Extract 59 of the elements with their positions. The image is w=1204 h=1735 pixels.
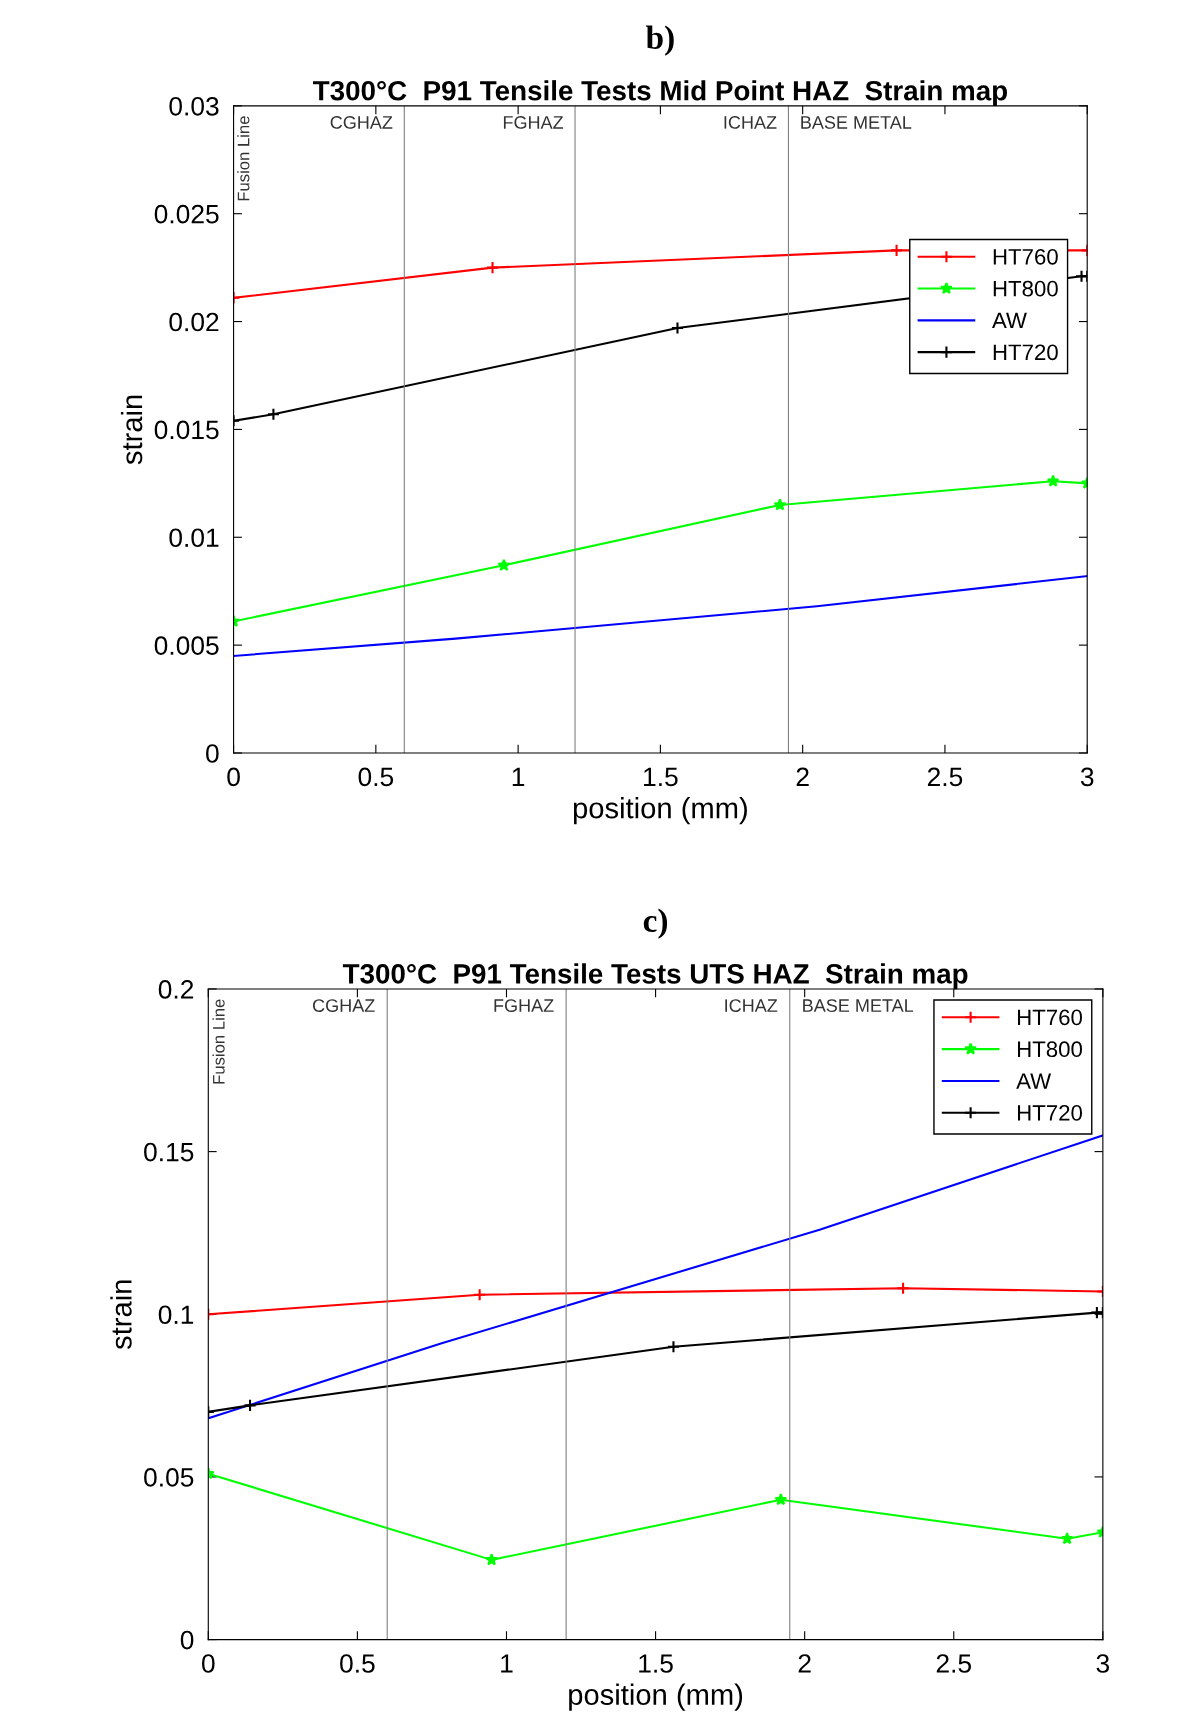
chart-subtitle: T300°C P91 Tensile Tests Mid Point HAZ Strain map [313,80,1007,107]
annotation: CGHAZ [313,999,375,1012]
x-tick-label: 2 [796,767,809,786]
y-axis-title: strain [110,1280,132,1350]
annotation: BASE METAL [803,999,914,1012]
x-tick-label: 3 [1096,1654,1110,1673]
legend-label: HT760 [1017,1009,1082,1026]
chart-title: b) [646,25,674,56]
chart-title: c) [643,908,668,939]
x-tick-label: 3 [1080,767,1094,787]
point [773,498,787,511]
legend-label: HT760 [993,248,1058,265]
y-tick-label: 0 [180,1630,194,1650]
point [485,1553,498,1566]
legend-label: AW [1016,1073,1052,1089]
annotation: Fusion Line [237,116,250,201]
y-tick-label: 0.03 [169,96,219,116]
x-tick-label: 2.5 [927,767,963,787]
x-tick-label: 0.5 [340,1654,375,1673]
y-tick-label: 0.015 [154,420,219,440]
point [497,558,511,571]
x-tick-label: 0 [227,767,240,787]
y-tick-label: 0.2 [158,980,194,999]
legend-label: AW [992,312,1027,329]
annotation: BASE METAL [801,116,912,129]
x-tick-label: 2.5 [936,1654,972,1673]
annotation: Fusion Line [212,999,225,1084]
point [774,1493,788,1506]
line-series [208,1134,1103,1420]
x-tick-label: 0.5 [358,767,394,787]
y-tick-label: 0.01 [169,528,219,548]
y-tick-label: 0.005 [154,636,219,655]
y-tick-label: 0.02 [169,312,219,332]
point [666,1340,681,1354]
annotation: FGHAZ [494,999,554,1012]
y-tick-label: 0.05 [144,1468,194,1487]
legend-label: HT800 [993,280,1058,297]
line-series [233,575,1088,657]
y-axis-title: strain [120,395,143,465]
legend-label: HT800 [1017,1041,1082,1058]
chart-subtitle: T300°C P91 Tensile Tests UTS HAZ Strain map [342,963,968,990]
point [670,321,685,335]
x-tick-label: 1 [501,1654,513,1673]
y-tick-label: 0.025 [154,204,219,224]
x-axis-title: position (mm) [573,797,747,825]
annotation: ICHAZ [724,116,777,129]
annotation: FGHAZ [503,116,564,129]
x-tick-label: 1.5 [639,1654,673,1673]
legend-label: HT720 [993,344,1058,361]
x-tick-label: 1.5 [644,767,678,787]
x-tick-label: 1 [512,767,525,786]
legend-label: HT720 [1017,1105,1082,1121]
x-tick-label: 2 [798,1654,811,1673]
x-axis-title: position (mm) [569,1683,743,1711]
annotation: ICHAZ [725,999,778,1012]
annotation: CGHAZ [330,116,393,129]
y-tick-label: 0 [206,744,219,763]
y-tick-label: 0.15 [144,1142,194,1162]
y-tick-label: 0.1 [158,1305,194,1325]
